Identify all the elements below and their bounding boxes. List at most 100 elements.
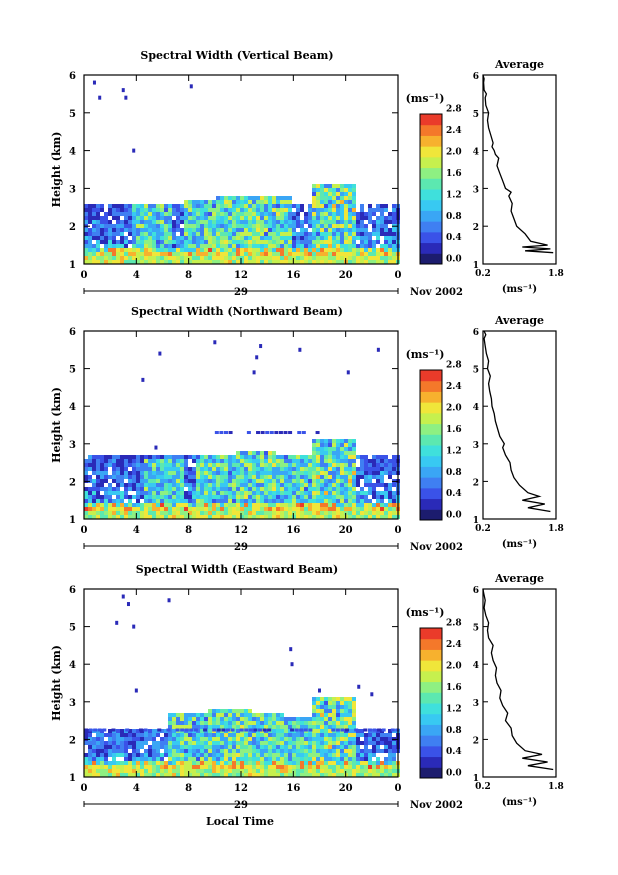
heatmap-cell xyxy=(248,256,252,260)
heatmap-cell xyxy=(280,765,284,769)
heatmap-cell xyxy=(276,228,280,232)
heatmap-cell xyxy=(276,208,280,212)
heatmap-cell xyxy=(156,471,160,475)
heatmap-cell xyxy=(352,252,356,256)
heatmap-cell xyxy=(244,765,248,769)
heatmap-cell xyxy=(88,463,92,467)
heatmap-cell xyxy=(304,511,308,515)
heatmap-cell xyxy=(236,208,240,212)
heatmap-cell xyxy=(356,256,360,260)
heatmap-cell xyxy=(320,499,324,503)
heatmap-cell xyxy=(340,455,344,459)
heatmap-cell xyxy=(140,737,144,741)
heatmap-cell xyxy=(324,220,328,224)
heatmap-cell xyxy=(368,260,372,264)
heatmap-cell xyxy=(136,729,140,733)
heatmap-cell xyxy=(356,745,360,749)
heatmap-cell xyxy=(300,741,304,745)
heatmap-cell xyxy=(164,471,168,475)
heatmap-cell xyxy=(340,503,344,507)
heatmap-cell xyxy=(280,773,284,777)
heatmap-cell xyxy=(172,467,176,471)
heatmap-cell xyxy=(120,463,124,467)
heatmap-cell xyxy=(220,232,224,236)
heatmap-cell xyxy=(160,487,164,491)
heatmap-cell xyxy=(328,188,332,192)
heatmap-cell xyxy=(316,495,320,499)
heatmap-cell xyxy=(272,232,276,236)
heatmap-cell xyxy=(376,773,380,777)
heatmap-cell xyxy=(340,725,344,729)
heatmap-cell xyxy=(284,471,288,475)
colorbar-swatch xyxy=(420,380,442,392)
heatmap-cell xyxy=(384,204,388,208)
heatmap-cell xyxy=(348,729,352,733)
heatmap-cell xyxy=(256,232,260,236)
heatmap-cell xyxy=(384,256,388,260)
heatmap-cell xyxy=(112,252,116,256)
heatmap-cell xyxy=(196,252,200,256)
heatmap-cell xyxy=(180,208,184,212)
y-tick-label: 6 xyxy=(69,71,76,82)
heatmap-cell xyxy=(336,737,340,741)
heatmap-cell xyxy=(332,184,336,188)
heatmap-cell xyxy=(204,471,208,475)
heatmap-cell xyxy=(348,757,352,761)
heatmap-cell xyxy=(152,204,156,208)
heatmap-cell xyxy=(284,483,288,487)
heatmap-cell xyxy=(328,208,332,212)
heatmap-cell xyxy=(84,248,88,252)
scatter-echo xyxy=(370,692,374,697)
heatmap-cell xyxy=(172,236,176,240)
heatmap-cell xyxy=(212,200,216,204)
heatmap-cell xyxy=(256,765,260,769)
heatmap-cell xyxy=(124,455,128,459)
heatmap-cell xyxy=(352,208,356,212)
heatmap-cell xyxy=(384,737,388,741)
heatmap-cell xyxy=(116,224,120,228)
heatmap-cell xyxy=(264,765,268,769)
heatmap-cell xyxy=(224,467,228,471)
heatmap-cell xyxy=(252,737,256,741)
heatmap-cell xyxy=(288,224,292,228)
heatmap-cell xyxy=(200,475,204,479)
heatmap-cell xyxy=(276,220,280,224)
heatmap-cell xyxy=(256,208,260,212)
heatmap-cell xyxy=(388,753,392,757)
heatmap-cell xyxy=(176,204,180,208)
heatmap-cell xyxy=(284,757,288,761)
heatmap-cell xyxy=(340,200,344,204)
heatmap-cell xyxy=(96,491,100,495)
heatmap-cell xyxy=(212,467,216,471)
colorbar-swatch xyxy=(420,253,442,265)
heatmap-cell xyxy=(152,208,156,212)
heatmap-cell xyxy=(252,200,256,204)
heatmap-cell xyxy=(252,717,256,721)
heatmap-cell xyxy=(376,483,380,487)
heatmap-cell xyxy=(340,467,344,471)
heatmap-cell xyxy=(348,475,352,479)
heatmap-cell xyxy=(288,515,292,519)
heatmap-cell xyxy=(176,216,180,220)
heatmap-cell xyxy=(132,220,136,224)
heatmap-cell xyxy=(256,515,260,519)
heatmap-cell xyxy=(144,244,148,248)
heatmap-cell xyxy=(192,236,196,240)
heatmap-cell xyxy=(336,769,340,773)
layer-echo xyxy=(363,728,368,732)
heatmap-cell xyxy=(240,737,244,741)
colorbar-tick-label: 2.0 xyxy=(446,148,462,158)
heatmap-cell xyxy=(88,491,92,495)
heatmap-cell xyxy=(268,236,272,240)
heatmap-cell xyxy=(216,232,220,236)
heatmap-cell xyxy=(216,240,220,244)
heatmap-cell xyxy=(212,260,216,264)
heatmap-cell xyxy=(88,507,92,511)
heatmap-cell xyxy=(92,515,96,519)
heatmap-cell xyxy=(268,737,272,741)
heatmap-cell xyxy=(352,200,356,204)
heatmap-cell xyxy=(188,487,192,491)
heatmap-cell xyxy=(108,220,112,224)
heatmap-cell xyxy=(312,208,316,212)
